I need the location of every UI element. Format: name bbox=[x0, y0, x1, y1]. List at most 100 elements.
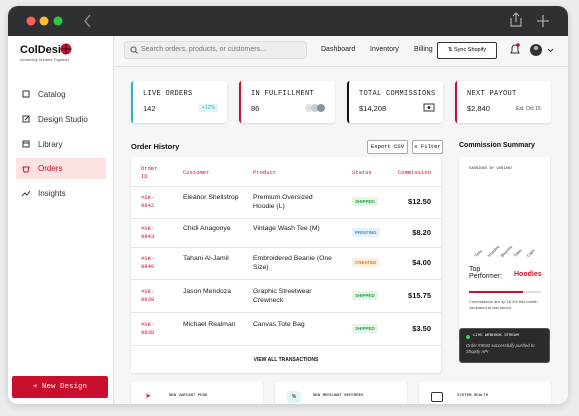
stat-value: 86 bbox=[251, 104, 260, 113]
customer: Eleanor Shellstrop bbox=[183, 194, 239, 201]
nav-label: Design Studio bbox=[38, 114, 88, 124]
row-divider bbox=[131, 186, 441, 187]
commission: $15.75 bbox=[408, 290, 431, 300]
row-divider bbox=[131, 279, 441, 280]
customer: Michael Realman bbox=[183, 320, 236, 328]
summary-note: Commissions are up 18.4% this month comp… bbox=[469, 299, 538, 310]
bottom-card-title: NEW MERCHANT REFERRED bbox=[313, 394, 364, 398]
customer: Tahani Al-Jamil bbox=[183, 255, 229, 262]
stat-card: LIVE ORDERS 142 +12% bbox=[131, 81, 227, 123]
bottom-card: SYSTEM HEALTH bbox=[419, 382, 551, 404]
column-header: Order ID bbox=[141, 165, 158, 180]
sidebar: ColDesi Achieving Dreams Together Catalo… bbox=[8, 36, 114, 404]
variant-label: Hoodies bbox=[486, 244, 501, 258]
tagline: Achieving Dreams Together bbox=[20, 57, 70, 62]
stat-title: LIVE ORDERS bbox=[143, 90, 193, 98]
product: Canvas Tote Bag bbox=[253, 320, 305, 328]
variant-label: Beanies bbox=[499, 244, 514, 258]
export-button[interactable]: Export CSV bbox=[367, 140, 408, 154]
stat-title: NEXT PAYOUT bbox=[467, 90, 517, 98]
webhook-title: LIVE WEBHOOK STREAM bbox=[473, 334, 519, 338]
order-id: #SK-9839 bbox=[141, 287, 155, 303]
status-badge: CREATED bbox=[352, 258, 380, 267]
product: Graphic Streetwear Crewneck bbox=[253, 287, 312, 304]
chart-label: EARNINGS BY VARIANT bbox=[469, 167, 513, 171]
header-link[interactable]: Inventory bbox=[370, 46, 399, 53]
variant-label: Caps bbox=[525, 247, 536, 258]
summary-panel: EARNINGS BY VARIANT Tees Hoodies Beanies To… bbox=[459, 157, 550, 340]
commission: $12.50 bbox=[408, 197, 431, 206]
stat-title: IN FULFILLMENT bbox=[251, 90, 315, 98]
top-label: Top Performer: bbox=[469, 266, 503, 280]
order-id: #SK-9842 bbox=[141, 194, 155, 209]
status-badge: SHIPPED bbox=[352, 197, 378, 206]
search-box[interactable]: Search orders, products, or customers... bbox=[124, 41, 307, 59]
nav-item[interactable]: Library bbox=[16, 134, 106, 154]
customer: Chidi Anagonye bbox=[183, 224, 231, 232]
browser-toolbar bbox=[8, 6, 568, 36]
nav-item[interactable]: Insights bbox=[16, 183, 106, 203]
column-header: Commission bbox=[397, 169, 431, 176]
variant-label: Totes bbox=[512, 247, 523, 258]
nav-item[interactable]: Orders bbox=[16, 158, 106, 179]
column-header: Customer bbox=[183, 169, 210, 176]
bottom-card-title: SYSTEM HEALTH bbox=[457, 394, 489, 398]
top-value: Hoodies bbox=[514, 271, 542, 278]
new-design-button[interactable]: + New Design bbox=[12, 376, 108, 398]
filter-button[interactable]: ≡ Filter bbox=[412, 140, 443, 154]
stat-title: TOTAL COMMISSIONS bbox=[359, 90, 436, 98]
section-title: Order History bbox=[131, 142, 180, 151]
nav-item[interactable]: Catalog bbox=[16, 84, 106, 104]
row-divider bbox=[131, 218, 441, 219]
order-id: #SK-9838 bbox=[141, 320, 155, 336]
status-badge: SHIPPED bbox=[352, 323, 378, 333]
status-badge: SHIPPED bbox=[352, 290, 378, 300]
column-header: Product bbox=[253, 169, 277, 176]
webhook-panel: LIVE WEBHOOK STREAM Order #9042 successf… bbox=[459, 328, 550, 363]
sync-button[interactable]: ⇅ Sync Shopify bbox=[437, 42, 497, 59]
product: Premium Oversized Hoodie (L) bbox=[253, 194, 313, 210]
header-link[interactable]: Dashboard bbox=[321, 46, 356, 53]
brand-logo bbox=[60, 43, 72, 55]
row-divider bbox=[131, 345, 441, 346]
row-divider bbox=[131, 247, 441, 248]
nav-label: Orders bbox=[38, 164, 63, 173]
product: Embroidered Beanie (One Size) bbox=[253, 255, 332, 271]
stat-card: NEXT PAYOUT $2,840 Est. Oct 15 bbox=[455, 81, 551, 123]
bottom-card: % NEW MERCHANT REFERRED bbox=[275, 382, 407, 404]
filter-label: Filter bbox=[420, 143, 441, 150]
order-id: #SK-9843 bbox=[141, 224, 155, 240]
bottom-card-title: NEW VARIANT PEAK bbox=[169, 394, 208, 398]
header-icons bbox=[510, 43, 554, 56]
orders-table: Order ID Customer Product Status Commission #… bbox=[131, 157, 441, 373]
view-all-link[interactable]: VIEW ALL TRANSACTIONS bbox=[253, 357, 319, 363]
order-id: #SK-9840 bbox=[141, 255, 155, 270]
product: Vintage Wash Tee (M) bbox=[253, 224, 320, 232]
row-divider bbox=[131, 312, 441, 313]
status-badge: PRINTING bbox=[352, 227, 380, 237]
nav-label: Insights bbox=[38, 188, 66, 198]
stat-card: IN FULFILLMENT 86 bbox=[239, 81, 335, 123]
stat-card: TOTAL COMMISSIONS $14,208 bbox=[347, 81, 443, 123]
commission: $8.20 bbox=[412, 227, 431, 237]
stat-value: $14,208 bbox=[359, 104, 387, 113]
column-header: Status bbox=[352, 169, 372, 176]
search-placeholder: Search orders, products, or customers... bbox=[141, 46, 266, 53]
brand: ColDesi bbox=[20, 44, 61, 56]
nav-label: Catalog bbox=[38, 89, 66, 99]
stat-value: $2,840 bbox=[467, 104, 490, 113]
nav-label: Library bbox=[38, 139, 63, 149]
customer: Jason Mendoza bbox=[183, 287, 231, 295]
toolbar-icons bbox=[26, 12, 549, 28]
nav-item[interactable]: Design Studio bbox=[16, 109, 106, 129]
browser-window: ColDesi Achieving Dreams Together Catalo… bbox=[8, 6, 568, 404]
header-link[interactable]: Billing bbox=[414, 46, 433, 53]
commission: $3.50 bbox=[412, 323, 431, 333]
stat-note: Est. Oct 15 bbox=[516, 106, 541, 112]
commission: $4.00 bbox=[412, 258, 431, 267]
bottom-card: ➤ NEW VARIANT PEAK bbox=[131, 382, 263, 404]
stat-badge: +12% bbox=[199, 104, 218, 112]
section-title: Commission Summary bbox=[459, 142, 535, 149]
webhook-message: Order #9042 successfully pushed to Shopi… bbox=[466, 343, 535, 354]
